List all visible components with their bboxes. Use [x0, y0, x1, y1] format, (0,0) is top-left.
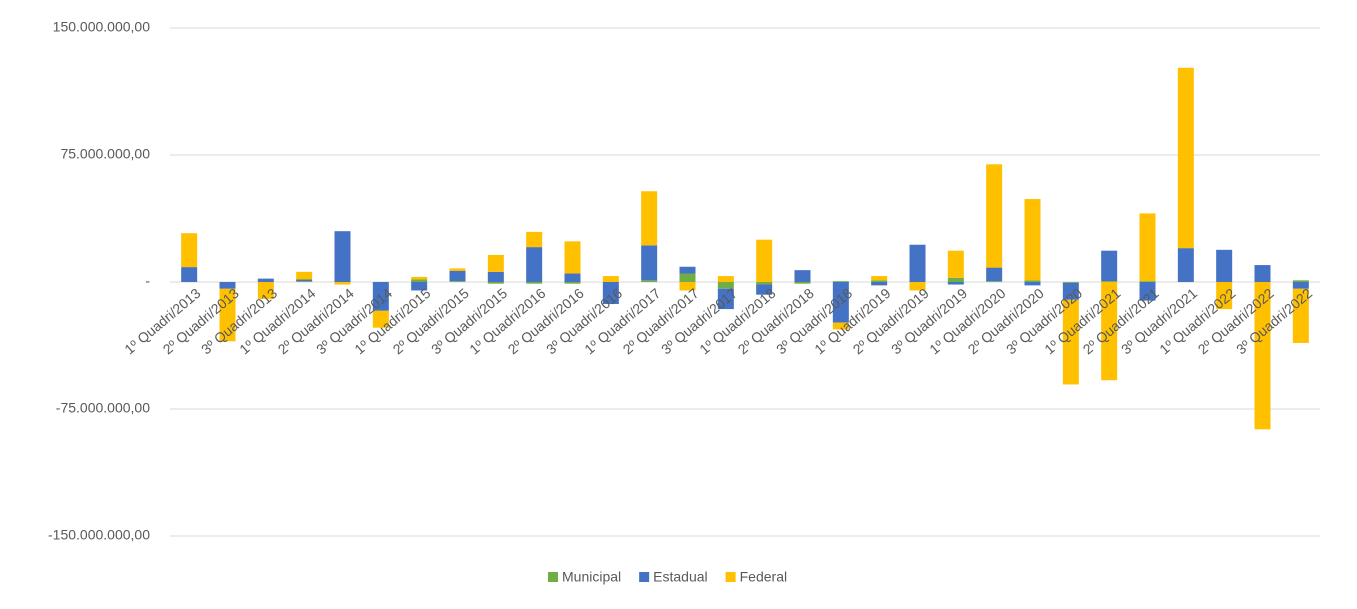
bar	[1062, 282, 1079, 300]
bar	[641, 245, 658, 281]
bar	[641, 191, 658, 246]
bar	[487, 271, 504, 282]
y-tick-label: 150.000.000,00	[53, 19, 151, 35]
y-tick-label: -75.000.000,00	[56, 400, 150, 416]
bar	[1216, 282, 1233, 310]
bar	[1139, 282, 1156, 301]
bar	[334, 282, 351, 285]
bar	[564, 273, 581, 282]
bar	[219, 288, 236, 342]
bar	[1024, 282, 1041, 286]
bar	[449, 270, 466, 282]
bar	[372, 282, 389, 311]
bar	[1101, 281, 1118, 282]
bar	[296, 279, 313, 282]
bar	[411, 279, 428, 282]
bar	[257, 282, 274, 299]
bar	[1139, 281, 1156, 282]
legend-label: Municipal	[562, 569, 621, 585]
bar	[372, 310, 389, 328]
bar	[487, 254, 504, 272]
y-tick-label: -	[145, 273, 150, 289]
bar	[871, 282, 888, 286]
bar	[449, 268, 466, 271]
bar	[1292, 282, 1309, 289]
bar	[181, 233, 198, 268]
bar	[717, 282, 734, 289]
legend-label: Federal	[740, 569, 787, 585]
bar	[947, 282, 964, 285]
bar	[1101, 250, 1118, 282]
bar	[564, 241, 581, 274]
bar	[1177, 248, 1194, 282]
bar	[832, 282, 849, 323]
bar	[679, 282, 696, 291]
bar	[257, 278, 274, 282]
bar	[334, 231, 351, 282]
bar	[526, 231, 543, 248]
bar	[832, 281, 849, 282]
bar	[1216, 249, 1233, 282]
bar	[1024, 199, 1041, 281]
bar	[947, 277, 964, 282]
bar	[526, 282, 543, 284]
bar	[219, 282, 236, 289]
bar	[679, 266, 696, 274]
bar	[602, 276, 619, 282]
bar	[1139, 213, 1156, 282]
bar	[756, 282, 773, 285]
bar	[411, 282, 428, 291]
legend-swatch	[725, 572, 736, 582]
bar	[1062, 282, 1079, 283]
bar	[602, 282, 619, 305]
bar	[871, 276, 888, 281]
bar	[986, 164, 1003, 268]
bar	[411, 276, 428, 280]
bar	[296, 271, 313, 280]
y-tick-label: 75.000.000,00	[60, 146, 150, 162]
bar	[1292, 288, 1309, 343]
bar	[986, 281, 1003, 282]
bar	[181, 267, 198, 282]
bar	[1024, 280, 1041, 282]
legend-swatch	[548, 572, 558, 582]
bar	[756, 284, 773, 295]
bar	[986, 267, 1003, 282]
bar	[487, 282, 504, 284]
bar	[1254, 282, 1271, 430]
bar	[871, 280, 888, 282]
legend-label: Estadual	[653, 569, 707, 585]
bar	[1254, 265, 1271, 282]
bar	[526, 247, 543, 282]
bar	[832, 322, 849, 330]
bar	[717, 288, 734, 310]
bar	[794, 270, 811, 282]
bar	[1101, 282, 1118, 381]
bar	[909, 244, 926, 282]
bar	[1062, 299, 1079, 385]
bar	[794, 282, 811, 284]
bar	[564, 282, 581, 284]
bar	[909, 282, 926, 291]
bar	[947, 250, 964, 278]
bar	[449, 281, 466, 282]
y-tick-label: -150.000.000,00	[48, 527, 150, 543]
bar	[717, 276, 734, 282]
bar	[756, 239, 773, 282]
bar	[679, 273, 696, 282]
bar	[296, 281, 313, 282]
bar	[641, 280, 658, 282]
legend-swatch	[639, 572, 650, 582]
bar	[1177, 67, 1194, 249]
bar	[1292, 280, 1309, 282]
